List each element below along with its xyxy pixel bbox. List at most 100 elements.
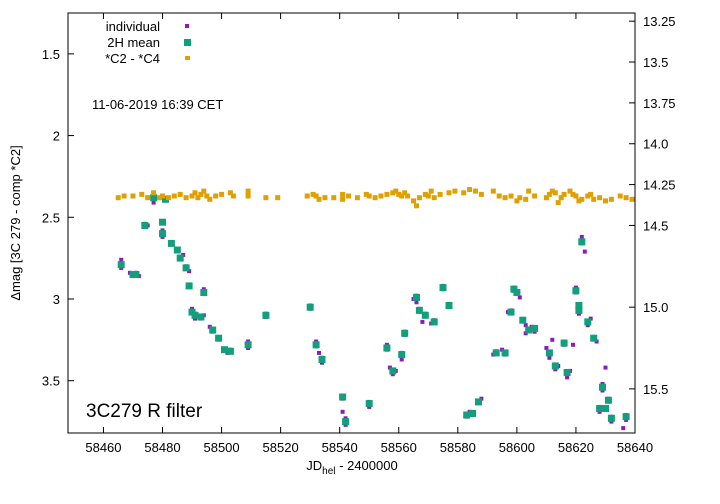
point-c2-c4 (623, 195, 629, 201)
y2-tick-label: 15.5 (643, 382, 668, 397)
point-c2-c4 (561, 191, 567, 197)
point-2h-mean (306, 303, 314, 311)
point-individual (151, 200, 156, 205)
point-c2-c4 (526, 188, 532, 194)
point-2h-mean (398, 351, 406, 359)
point-2h-mean (430, 318, 438, 326)
point-2h-mean (513, 289, 521, 296)
point-c2-c4 (393, 188, 399, 194)
point-c2-c4 (428, 188, 434, 194)
point-c2-c4 (558, 195, 564, 201)
point-c2-c4 (213, 193, 219, 199)
point-c2-c4 (165, 195, 171, 201)
point-c2-c4 (378, 193, 384, 199)
point-2h-mean (401, 329, 409, 337)
point-2h-mean (596, 405, 604, 412)
point-c2-c4 (263, 195, 269, 201)
point-2h-mean (150, 194, 158, 202)
point-c2-c4 (546, 191, 552, 197)
point-c2-c4 (346, 193, 351, 199)
point-c2-c4 (183, 195, 189, 201)
point-2h-mean (117, 261, 125, 269)
x-tick-label: 58540 (322, 440, 358, 455)
point-2h-mean (415, 306, 423, 314)
point-2h-mean (215, 334, 223, 342)
point-c2-c4 (597, 195, 603, 201)
x-tick-label: 58640 (617, 440, 653, 455)
point-c2-c4 (416, 195, 422, 201)
point-2h-mean (383, 344, 391, 352)
point-individual (571, 342, 575, 347)
point-individual (547, 355, 552, 360)
legend: individual 2H mean *C2 - *C4 (105, 19, 191, 66)
point-c2-c4 (340, 191, 346, 197)
point-2h-mean (389, 367, 397, 375)
point-2h-mean (575, 302, 583, 309)
point-2h-mean (584, 318, 592, 326)
point-2h-mean (132, 271, 140, 278)
point-c2-c4 (189, 193, 195, 199)
point-2h-mean (182, 264, 190, 272)
point-2h-mean (572, 287, 580, 295)
legend-marker-individual (185, 24, 189, 28)
legend-label-2h-mean: 2H mean (107, 35, 160, 50)
point-2h-mean (262, 311, 270, 319)
point-c2-c4 (608, 196, 614, 202)
point-c2-c4 (567, 188, 573, 194)
point-c2-c4 (588, 191, 594, 197)
point-c2-c4 (145, 195, 151, 201)
point-c2-c4 (198, 191, 204, 197)
point-individual (317, 350, 321, 355)
point-2h-mean (421, 311, 429, 319)
point-c2-c4 (573, 193, 579, 199)
point-2h-mean (226, 347, 234, 355)
point-c2-c4 (204, 193, 210, 199)
point-2h-mean (602, 405, 609, 412)
point-c2-c4 (313, 193, 319, 199)
point-c2-c4 (437, 191, 443, 197)
point-c2-c4 (473, 188, 478, 194)
point-c2-c4 (549, 188, 555, 194)
point-2h-mean (604, 396, 612, 404)
point-c2-c4 (227, 190, 233, 196)
point-c2-c4 (576, 198, 582, 204)
y2-tick-label: 14.0 (643, 137, 668, 152)
point-c2-c4 (310, 191, 316, 197)
x-axis-label-sub: hel (322, 466, 335, 477)
point-c2-c4 (340, 196, 346, 202)
annotation-date: 11-06-2019 16:39 CET (92, 97, 223, 112)
point-c2-c4 (461, 190, 467, 196)
point-c2-c4 (399, 193, 405, 199)
y2-tick-label: 15.0 (643, 300, 668, 315)
point-c2-c4 (230, 193, 236, 199)
point-c2-c4 (130, 193, 136, 199)
point-c2-c4 (617, 193, 623, 199)
point-c2-c4 (414, 203, 419, 209)
point-2h-mean (531, 324, 539, 332)
point-c2-c4 (396, 191, 402, 197)
x-axis-label-tail: - 2400000 (336, 458, 398, 473)
annotation-target: 3C279 R filter (86, 401, 203, 422)
point-c2-c4 (363, 191, 369, 197)
y2-tick-label: 13.75 (643, 96, 676, 111)
point-2h-mean (159, 230, 166, 238)
point-c2-c4 (195, 195, 201, 201)
point-c2-c4 (177, 191, 183, 197)
x-axis-label-main: JD (306, 458, 322, 473)
point-individual (544, 346, 549, 350)
point-c2-c4 (402, 190, 408, 196)
point-c2-c4 (570, 191, 576, 197)
point-c2-c4 (304, 193, 310, 199)
point-c2-c4 (425, 193, 431, 199)
point-2h-mean (244, 341, 252, 349)
point-individual (523, 323, 528, 328)
point-c2-c4 (555, 200, 561, 206)
point-2h-mean (342, 418, 350, 426)
x-axis-label: JDhel - 2400000 (306, 458, 397, 477)
point-c2-c4 (366, 193, 372, 199)
point-2h-mean (221, 346, 228, 354)
point-2h-mean (551, 362, 559, 370)
point-2h-mean (560, 339, 568, 347)
y-tick-label: 3.5 (42, 374, 60, 389)
point-c2-c4 (411, 198, 416, 204)
